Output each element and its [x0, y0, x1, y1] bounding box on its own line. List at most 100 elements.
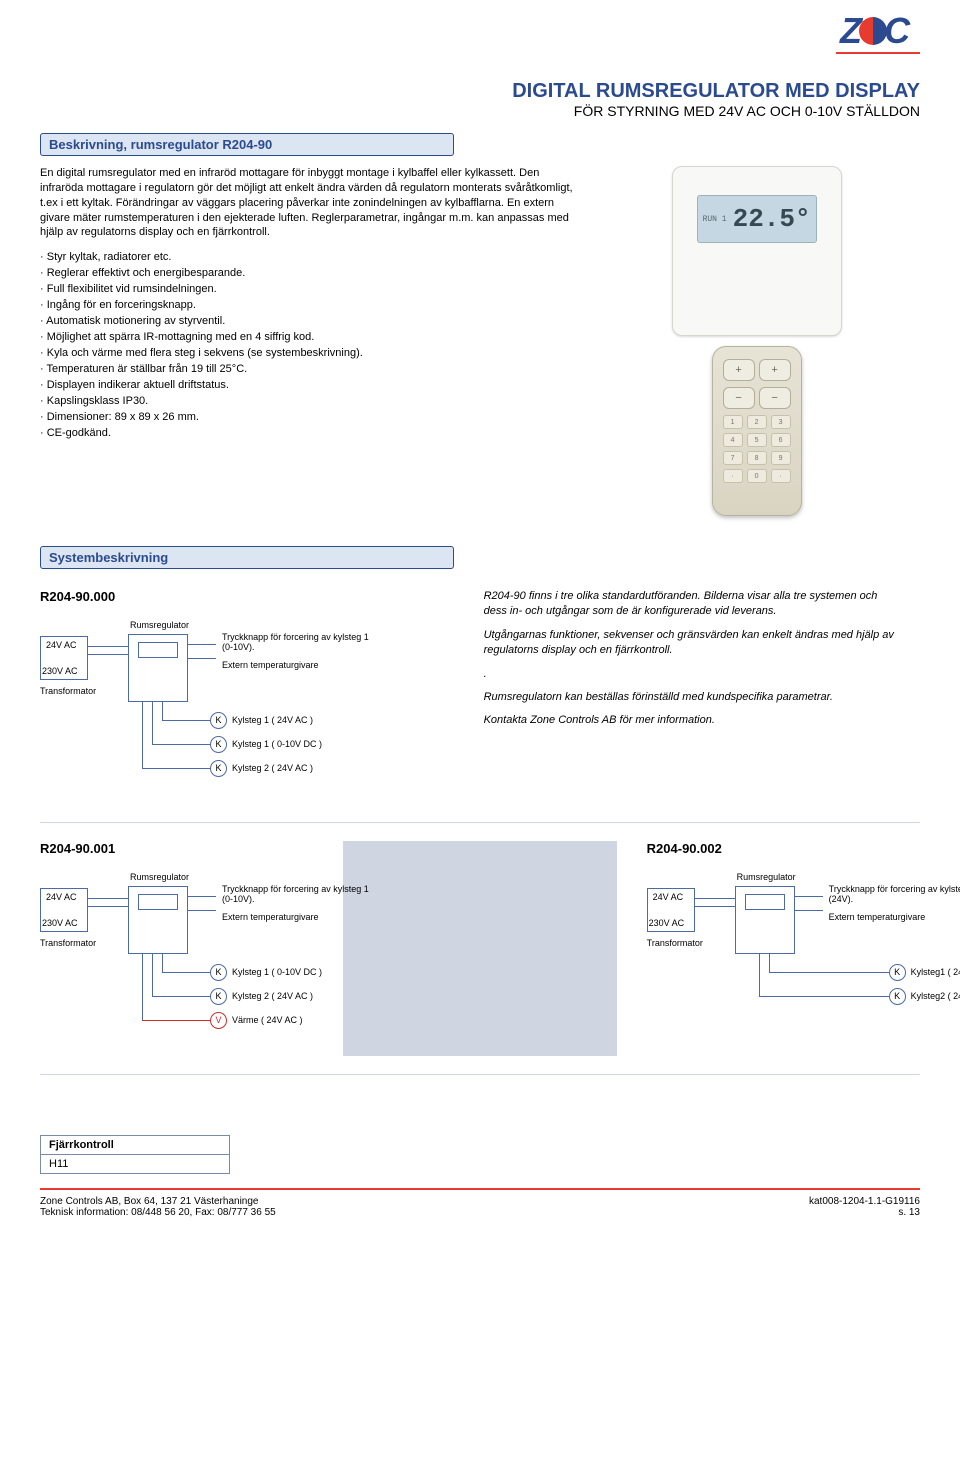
- label-tryck010: Tryckknapp för forcering av kylsteg 1 (0…: [222, 632, 372, 652]
- label-rumsregulator: Rumsregulator: [130, 620, 189, 630]
- remote-keypad: 1 2 3 4 5 6 7 8 9 · 0 ·: [723, 415, 791, 483]
- out-label: Kylsteg 2 ( 24V AC ): [232, 763, 313, 773]
- section-header-system: Systembeskrivning: [40, 546, 454, 569]
- label-tryck24: Tryckknapp för forcering av kylsteg 1 (2…: [829, 884, 960, 904]
- node-k: K: [210, 712, 227, 729]
- remote-minus-button: −: [723, 387, 755, 409]
- label-rumsregulator: Rumsregulator: [130, 872, 189, 882]
- remote-key: 3: [771, 415, 791, 429]
- label-transformator: Transformator: [647, 938, 703, 948]
- out-label: Kylsteg 1 ( 24V AC ): [232, 715, 313, 725]
- remote-plus-button: +: [723, 359, 755, 381]
- out-label: Kylsteg2 ( 24V AC ): [911, 991, 960, 1001]
- remote-key: 2: [747, 415, 767, 429]
- description-paragraph: En digital rumsregulator med en infraröd…: [40, 166, 573, 240]
- feature-item: Styr kyltak, radiatorer etc.: [40, 250, 573, 266]
- node-k: K: [889, 988, 906, 1005]
- lcd-temperature: 22.5°: [733, 204, 811, 234]
- lcd-mode: RUN 1: [703, 215, 727, 224]
- feature-item: Temperaturen är ställbar från 19 till 25…: [40, 362, 573, 378]
- remote-key: 7: [723, 451, 743, 465]
- thermostat-lcd: RUN 1 22.5°: [697, 195, 817, 243]
- label-extern: Extern temperaturgivare: [222, 912, 319, 922]
- feature-item: Automatisk motionering av styrventil.: [40, 314, 573, 330]
- system-text-para: Utgångarnas funktioner, sekvenser och gr…: [484, 628, 898, 659]
- feature-item: Kyla och värme med flera steg i sekvens …: [40, 346, 573, 362]
- feature-item: Full flexibilitet vid rumsindelningen.: [40, 282, 573, 298]
- footer-contact: Teknisk information: 08/448 56 20, Fax: …: [40, 1207, 276, 1218]
- remote-key: ·: [771, 469, 791, 483]
- feature-item: Möjlighet att spärra IR-mottagning med e…: [40, 330, 573, 346]
- remote-key: 1: [723, 415, 743, 429]
- feature-item: CE-godkänd.: [40, 426, 573, 442]
- feature-list: Styr kyltak, radiatorer etc. Reglerar ef…: [40, 250, 573, 441]
- diagram-m001: 24V AC 230V AC Transformator Rumsregulat…: [40, 862, 313, 1042]
- footer-doc-id: kat008-1204-1.1-G19116: [809, 1196, 920, 1207]
- page-title: DIGITAL RUMSREGULATOR MED DISPLAY: [40, 80, 920, 103]
- logo-underline: [836, 52, 920, 54]
- label-230v: 230V AC: [649, 918, 685, 928]
- model-title: R204-90.002: [647, 841, 920, 856]
- node-k: K: [210, 964, 227, 981]
- label-24v: 24V AC: [46, 892, 77, 902]
- node-v: V: [210, 1012, 227, 1029]
- label-24v: 24V AC: [46, 640, 77, 650]
- system-text-para: R204-90 finns i tre olika standardutföra…: [484, 589, 898, 620]
- out-label: Kylsteg1 ( 24V AC ): [911, 967, 960, 977]
- footer-page-num: s. 13: [809, 1207, 920, 1218]
- logo-letter-c: C: [884, 10, 910, 52]
- system-text-para: .: [484, 667, 898, 682]
- vertical-divider: [343, 841, 616, 1056]
- out-label: Kylsteg 2 ( 24V AC ): [232, 991, 313, 1001]
- brand-logo: Z C: [840, 10, 920, 50]
- feature-item: Ingång för en forceringsknapp.: [40, 298, 573, 314]
- node-k: K: [210, 736, 227, 753]
- remote-minus-button: −: [759, 387, 791, 409]
- node-k: K: [210, 760, 227, 777]
- page-subtitle: FÖR STYRNING MED 24V AC OCH 0-10V STÄLLD…: [40, 103, 920, 119]
- label-rumsregulator: Rumsregulator: [737, 872, 796, 882]
- model-title: R204-90.001: [40, 841, 313, 856]
- remote-key: 0: [747, 469, 767, 483]
- out-label: Värme ( 24V AC ): [232, 1015, 303, 1025]
- logo-circle-icon: [859, 17, 887, 45]
- remote-key: 8: [747, 451, 767, 465]
- label-extern: Extern temperaturgivare: [829, 912, 926, 922]
- label-230v: 230V AC: [42, 918, 78, 928]
- label-transformator: Transformator: [40, 938, 96, 948]
- footer-company: Zone Controls AB, Box 64, 137 21 Västerh…: [40, 1196, 276, 1207]
- remote-plus-button: +: [759, 359, 791, 381]
- out-label: Kylsteg 1 ( 0-10V DC ): [232, 967, 322, 977]
- fjarr-value: H11: [41, 1155, 230, 1174]
- section-header-description: Beskrivning, rumsregulator R204-90: [40, 133, 454, 156]
- node-k: K: [210, 988, 227, 1005]
- out-label: Kylsteg 1 ( 0-10V DC ): [232, 739, 322, 749]
- system-text-para: Kontakta Zone Controls AB för mer inform…: [484, 713, 898, 728]
- feature-item: Displayen indikerar aktuell driftstatus.: [40, 378, 573, 394]
- label-230v: 230V AC: [42, 666, 78, 676]
- remote-key: 4: [723, 433, 743, 447]
- label-24v: 24V AC: [653, 892, 684, 902]
- divider: [40, 1074, 920, 1075]
- page-footer: Zone Controls AB, Box 64, 137 21 Västerh…: [40, 1188, 920, 1218]
- model-title: R204-90.000: [40, 589, 454, 604]
- system-text: R204-90 finns i tre olika standardutföra…: [484, 589, 898, 804]
- node-k: K: [889, 964, 906, 981]
- feature-item: Reglerar effektivt och energibesparande.: [40, 266, 573, 282]
- system-text-para: Rumsregulatorn kan beställas förinställd…: [484, 690, 898, 705]
- diagram-m000: 24V AC 230V AC Transformator Rumsregulat…: [40, 610, 454, 790]
- diagram-m002: 24V AC 230V AC Transformator Rumsregulat…: [647, 862, 920, 1022]
- remote-key: 6: [771, 433, 791, 447]
- label-extern: Extern temperaturgivare: [222, 660, 319, 670]
- remote-key: ·: [723, 469, 743, 483]
- remote-key: 9: [771, 451, 791, 465]
- feature-item: Dimensioner: 89 x 89 x 26 mm.: [40, 410, 573, 426]
- remote-image: + + − − 1 2 3 4 5 6 7 8 9 · 0 ·: [712, 346, 802, 516]
- fjarrkontroll-table: Fjärrkontroll H11: [40, 1135, 230, 1174]
- divider: [40, 822, 920, 823]
- feature-item: Kapslingsklass IP30.: [40, 394, 573, 410]
- remote-key: 5: [747, 433, 767, 447]
- label-tryck010: Tryckknapp för forcering av kylsteg 1 (0…: [222, 884, 372, 904]
- label-transformator: Transformator: [40, 686, 96, 696]
- fjarr-header: Fjärrkontroll: [41, 1136, 230, 1155]
